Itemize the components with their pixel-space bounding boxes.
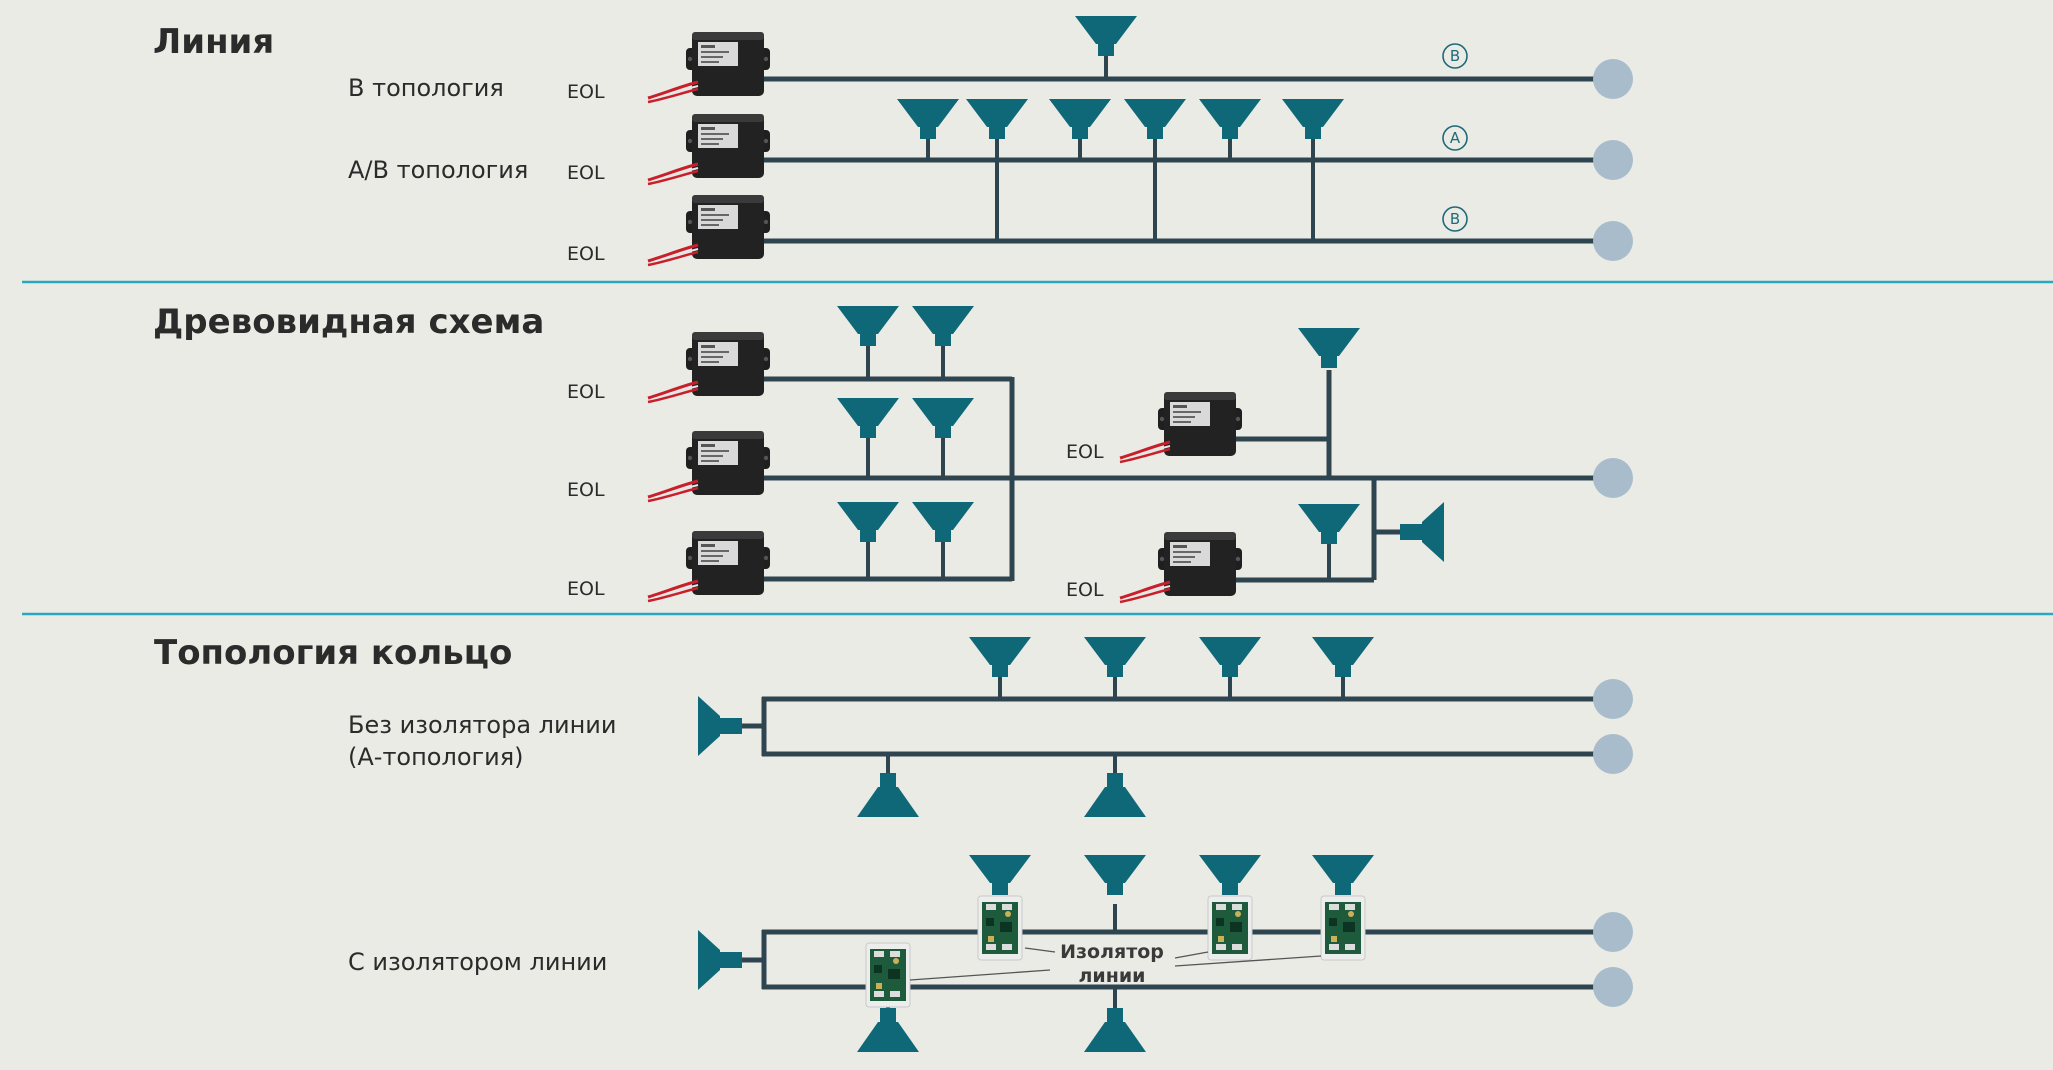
ceiling-speaker-icon [857, 773, 919, 817]
no-isolator-label: Без изолятора линии [348, 711, 617, 739]
isolator-label: Изолятор [1060, 941, 1164, 963]
ceiling-speaker-icon [1312, 637, 1374, 677]
ceiling-speaker-icon [837, 306, 899, 346]
ceiling-speaker-icon [1199, 637, 1261, 677]
amplifier-terminal-icon [1593, 912, 1633, 952]
isolator-module-icon [1208, 896, 1252, 960]
eol-label: EOL [567, 381, 605, 403]
ceiling-speaker-icon [1084, 1008, 1146, 1052]
horn-speaker-icon [1400, 502, 1444, 562]
ceiling-speaker-icon [1199, 855, 1261, 895]
eol-module-icon [648, 332, 770, 402]
horn-speaker-icon [698, 696, 742, 756]
no-isolator-sublabel: (А-топология) [348, 743, 524, 771]
ceiling-speaker-icon [1075, 16, 1137, 56]
ceiling-speaker-icon [857, 1008, 919, 1052]
ceiling-speaker-icon [912, 398, 974, 438]
eol-module-icon [648, 195, 770, 265]
eol-label: EOL [567, 479, 605, 501]
eol-label: EOL [567, 243, 605, 265]
ceiling-speaker-icon [1084, 855, 1146, 895]
isolator-module-icon [978, 896, 1022, 960]
ceiling-speaker-icon [912, 502, 974, 542]
eol-label: EOL [567, 578, 605, 600]
svg-text:B: B [1450, 47, 1460, 65]
ceiling-speaker-icon [1084, 637, 1146, 677]
b-topology-label: В топология [348, 74, 504, 102]
ceiling-speaker-icon [969, 637, 1031, 677]
ceiling-speaker-icon [897, 99, 959, 139]
line-marker-b: B [1443, 44, 1467, 68]
amplifier-terminal-icon [1593, 458, 1633, 498]
ceiling-speaker-icon [1049, 99, 1111, 139]
ceiling-speaker-icon [1084, 773, 1146, 817]
line-marker-a: A [1443, 126, 1467, 150]
eol-module-icon [648, 32, 770, 102]
svg-text:B: B [1450, 210, 1460, 228]
amplifier-terminal-icon [1593, 140, 1633, 180]
section-title-tree: Древовидная схема [153, 302, 544, 342]
amplifier-terminal-icon [1593, 734, 1633, 774]
ceiling-speaker-icon [1124, 99, 1186, 139]
ceiling-speaker-icon [837, 398, 899, 438]
eol-label: EOL [567, 81, 605, 103]
eol-module-icon [648, 531, 770, 601]
ceiling-speaker-icon [912, 306, 974, 346]
amplifier-terminal-icon [1593, 967, 1633, 1007]
ceiling-speaker-icon [1282, 99, 1344, 139]
amplifier-terminal-icon [1593, 221, 1633, 261]
svg-text:A: A [1450, 129, 1461, 147]
ceiling-speaker-icon [966, 99, 1028, 139]
horn-speaker-icon [698, 930, 742, 990]
eol-module-icon [648, 431, 770, 501]
isolator-label-line2: линии [1079, 965, 1146, 987]
ceiling-speaker-icon [837, 502, 899, 542]
ab-topology-label: А/В топология [348, 156, 528, 184]
section-title-line: Линия [153, 22, 274, 62]
eol-label: EOL [1066, 441, 1104, 463]
eol-module-icon [1120, 392, 1242, 462]
amplifier-terminal-icon [1593, 59, 1633, 99]
isolator-module-icon [1321, 896, 1365, 960]
eol-label: EOL [1066, 579, 1104, 601]
ceiling-speaker-icon [1312, 855, 1374, 895]
eol-label: EOL [567, 162, 605, 184]
ceiling-speaker-icon [1298, 328, 1360, 368]
isolator-module-icon [866, 943, 910, 1007]
amplifier-terminal-icon [1593, 679, 1633, 719]
section-title-ring: Топология кольцо [154, 633, 512, 673]
line-marker-b: B [1443, 207, 1467, 231]
with-isolator-label: С изолятором линии [348, 948, 607, 976]
eol-module-icon [1120, 532, 1242, 602]
ceiling-speaker-icon [1199, 99, 1261, 139]
ceiling-speaker-icon [1298, 504, 1360, 544]
eol-module-icon [648, 114, 770, 184]
ceiling-speaker-icon [969, 855, 1031, 895]
